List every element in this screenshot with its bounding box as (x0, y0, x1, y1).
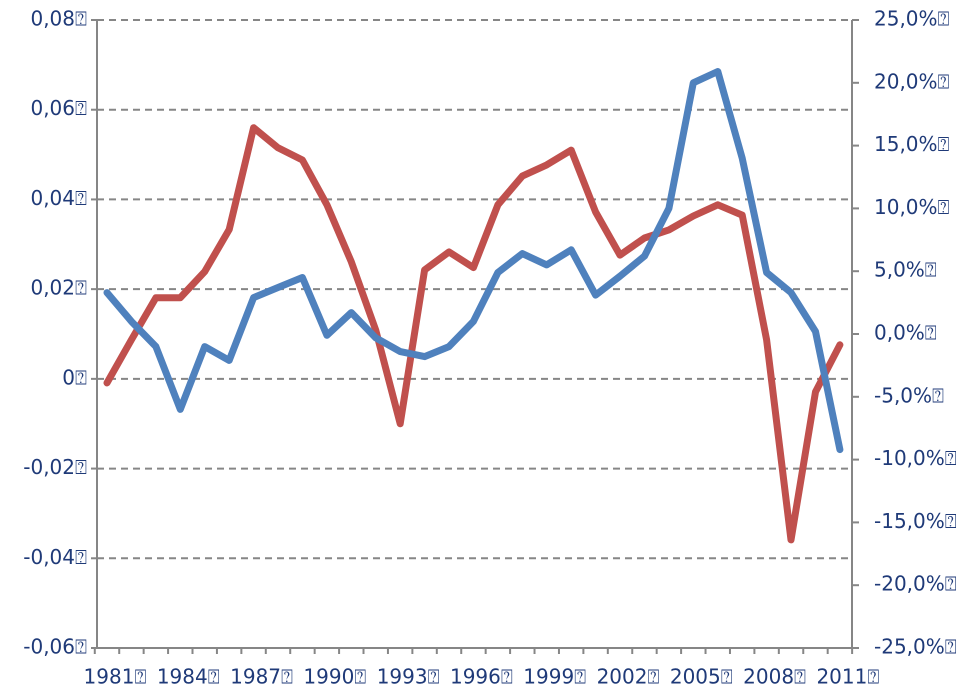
x-tick-label: 1990⍰ (303, 665, 366, 689)
x-tick-label: 1996⍰ (450, 665, 513, 689)
y2-tick-label: -5,0%⍰ (874, 383, 944, 407)
y2-tick-label: 10,0%⍰ (874, 195, 950, 219)
x-tick-label: 1987⍰ (230, 665, 293, 689)
x-tick-label: 2005⍰ (670, 665, 733, 689)
y-tick-label: 0⍰ (62, 365, 87, 389)
y2-tick-label: -20,0%⍰ (874, 572, 957, 596)
x-tick-label: 1981⍰ (84, 665, 147, 689)
y2-tick-label: 20,0%⍰ (874, 69, 950, 93)
y-tick-label: 0,02⍰ (30, 276, 87, 300)
y2-tick-label: 0,0%⍰ (874, 321, 937, 345)
y2-tick-label: 5,0%⍰ (874, 258, 937, 282)
x-tick-label: 1993⍰ (377, 665, 440, 689)
x-tick-label: 2011⍰ (816, 665, 879, 689)
y-tick-label: -0,04⍰ (23, 545, 87, 569)
x-tick-label: 2002⍰ (597, 665, 660, 689)
y2-tick-label: -10,0%⍰ (874, 446, 957, 470)
y-tick-label: -0,02⍰ (23, 455, 87, 479)
x-tick-label: 2008⍰ (743, 665, 806, 689)
y2-tick-label: 15,0%⍰ (874, 132, 950, 156)
x-tick-label: 1984⍰ (157, 665, 220, 689)
series-line (103, 124, 844, 544)
y-tick-label: 0,08⍰ (30, 7, 87, 31)
series-line (103, 68, 844, 454)
y2-tick-label: 25,0%⍰ (874, 7, 950, 31)
y2-tick-label: -15,0%⍰ (874, 509, 957, 533)
x-tick-label: 1999⍰ (523, 665, 586, 689)
y-tick-label: 0,06⍰ (30, 96, 87, 120)
y-tick-label: -0,06⍰ (23, 635, 87, 659)
y-tick-label: 0,04⍰ (30, 186, 87, 210)
y2-tick-label: -25,0%⍰ (874, 635, 957, 659)
